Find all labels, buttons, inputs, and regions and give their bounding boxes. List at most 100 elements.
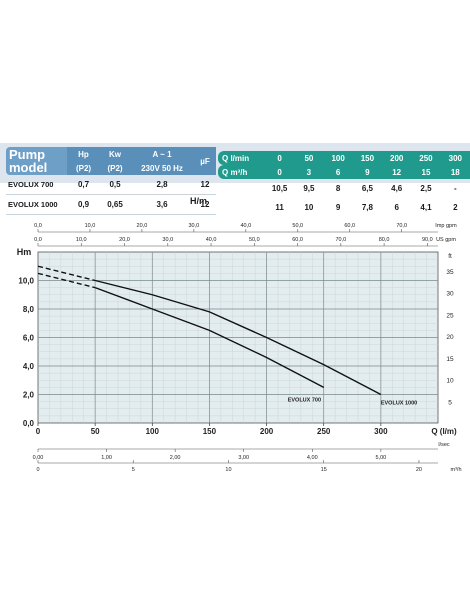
hp-header: Hp bbox=[67, 147, 100, 161]
ft-tick-label: 20 bbox=[446, 334, 454, 341]
evolux-700-series-label: EVOLUX 700 bbox=[288, 397, 321, 403]
head-700-value: 4,6 bbox=[391, 184, 403, 193]
ft-tick-label: 5 bbox=[448, 399, 452, 406]
evolux-1000-curve bbox=[94, 279, 382, 396]
head-1000-value: 4,1 bbox=[420, 203, 432, 212]
amp-value: 3,6 bbox=[130, 195, 194, 215]
us-gpm-tick-label: 90,0 bbox=[422, 237, 433, 243]
us-gpm-tick-label: 60,0 bbox=[292, 237, 303, 243]
imp-gpm-tick-label: 30,0 bbox=[189, 223, 200, 229]
model-header-line1: Pump bbox=[9, 147, 46, 162]
us-gpm-tick-label: 80,0 bbox=[379, 237, 390, 243]
x-tick-label: 0 bbox=[36, 427, 41, 436]
imp-gpm-tick-label: 0,0 bbox=[34, 223, 42, 229]
evolux-700-curve bbox=[94, 286, 325, 388]
flow-l-value: 300 bbox=[440, 151, 470, 165]
x-tick-label: 50 bbox=[91, 427, 100, 436]
imp-gpm-tick-label: 50,0 bbox=[292, 223, 303, 229]
table-row: EVOLUX 700 0,7 0,5 2,8 12 bbox=[6, 175, 216, 195]
head-1000-value: 10 bbox=[304, 203, 314, 212]
l-sec-tick-label: 1,00 bbox=[101, 455, 112, 461]
amp-value: 2,8 bbox=[130, 175, 194, 195]
head-1000-value: 7,8 bbox=[361, 203, 373, 212]
evolux-1000-series-label: EVOLUX 1000 bbox=[381, 401, 417, 407]
head-700-value: 10,5 bbox=[271, 184, 288, 193]
flow-m-value: 18 bbox=[440, 165, 470, 179]
imp-gpm-unit: Imp gpm bbox=[435, 223, 457, 229]
model-name: EVOLUX 1000 bbox=[6, 195, 67, 215]
x-tick-label: 300 bbox=[374, 427, 388, 436]
head-1000-value: 6 bbox=[394, 203, 399, 212]
ft-tick-label: 25 bbox=[446, 312, 454, 319]
uf-header: µF bbox=[194, 147, 216, 175]
table-row: 11 10 9 7,8 6 4,1 2 bbox=[218, 198, 470, 217]
flow-m-value: 0 bbox=[264, 165, 295, 179]
flow-m-value: 9 bbox=[352, 165, 383, 179]
us-gpm-tick-label: 30,0 bbox=[162, 237, 173, 243]
y-tick-label: 10,0 bbox=[18, 277, 34, 286]
flow-l-value: 150 bbox=[352, 151, 383, 165]
model-name: EVOLUX 700 bbox=[6, 175, 67, 195]
flow-head-table: Q l/min 0 50 100 150 200 250 300 Q m³/h … bbox=[218, 151, 470, 217]
ft-tick-label: 30 bbox=[446, 291, 454, 298]
flow-m-value: 15 bbox=[411, 165, 441, 179]
us-gpm-tick-label: 10,0 bbox=[76, 237, 87, 243]
flow-l-value: 200 bbox=[382, 151, 412, 165]
imp-gpm-tick-label: 40,0 bbox=[240, 223, 251, 229]
table-row: 10,5 9,5 8 6,5 4,6 2,5 - bbox=[218, 179, 470, 198]
l-sec-unit: l/sec bbox=[438, 442, 450, 448]
head-700-value: 6,5 bbox=[361, 184, 373, 193]
us-gpm-tick-label: 70,0 bbox=[335, 237, 346, 243]
y-axis-label: Hm bbox=[17, 247, 32, 257]
flow-m-value: 12 bbox=[382, 165, 412, 179]
uf-value: 12 bbox=[194, 175, 216, 195]
head-label: H/m bbox=[190, 196, 208, 206]
axes-layer bbox=[37, 229, 439, 464]
hp-sub: (P2) bbox=[67, 161, 100, 175]
ft-tick-label: 15 bbox=[446, 356, 454, 363]
x-tick-label: 150 bbox=[203, 427, 217, 436]
flow-l-value: 50 bbox=[294, 151, 324, 165]
m3h-tick-label: 10 bbox=[225, 467, 231, 473]
head-700-value: 9,5 bbox=[303, 184, 315, 193]
pump-spec-table: Pump model Hp Kw A ~ 1 µF (P2) (P2) 230V… bbox=[6, 147, 216, 215]
amp-header: A ~ 1 bbox=[130, 147, 194, 161]
y-tick-label: 6,0 bbox=[23, 334, 35, 343]
y-tick-label: 2,0 bbox=[23, 391, 35, 400]
y-tick-label: 4,0 bbox=[23, 362, 35, 371]
amp-sub: 230V 50 Hz bbox=[130, 161, 194, 175]
hp-value: 0,9 bbox=[67, 195, 100, 215]
ft-axis-unit: ft bbox=[448, 253, 452, 260]
series-layer bbox=[37, 265, 382, 396]
hp-value: 0,7 bbox=[67, 175, 100, 195]
uf-value: 12 bbox=[194, 195, 216, 215]
m3h-unit: m³/h bbox=[451, 467, 462, 473]
head-1000-value: 2 bbox=[453, 203, 458, 212]
us-gpm-tick-label: 0,0 bbox=[34, 237, 42, 243]
head-700-value: 2,5 bbox=[420, 184, 432, 193]
head-700-value: 8 bbox=[335, 184, 341, 193]
flow-l-value: 250 bbox=[411, 151, 441, 165]
l-sec-tick-label: 3,00 bbox=[238, 455, 249, 461]
kw-value: 0,65 bbox=[100, 195, 130, 215]
kw-value: 0,5 bbox=[100, 175, 130, 195]
flow-l-value: 100 bbox=[323, 151, 353, 165]
ft-tick-label: 10 bbox=[446, 378, 454, 385]
x-tick-label: 100 bbox=[146, 427, 160, 436]
m3h-tick-label: 5 bbox=[132, 467, 135, 473]
kw-header: Kw bbox=[100, 147, 130, 161]
imp-gpm-tick-label: 70,0 bbox=[396, 223, 407, 229]
kw-sub: (P2) bbox=[100, 161, 130, 175]
imp-gpm-tick-label: 60,0 bbox=[344, 223, 355, 229]
x-axis-label: Q (l/m) bbox=[431, 427, 457, 436]
head-700-value: - bbox=[453, 184, 457, 193]
y-tick-label: 0,0 bbox=[23, 419, 35, 428]
us-gpm-unit: US gpm bbox=[436, 237, 456, 243]
flow-m-value: 6 bbox=[323, 165, 353, 179]
m3h-tick-label: 0 bbox=[36, 467, 39, 473]
l-sec-tick-label: 2,00 bbox=[170, 455, 181, 461]
m3h-tick-label: 20 bbox=[416, 467, 422, 473]
evolux-700-curve-dashed bbox=[37, 272, 96, 289]
flow-m-label: Q m³/h bbox=[218, 165, 265, 179]
